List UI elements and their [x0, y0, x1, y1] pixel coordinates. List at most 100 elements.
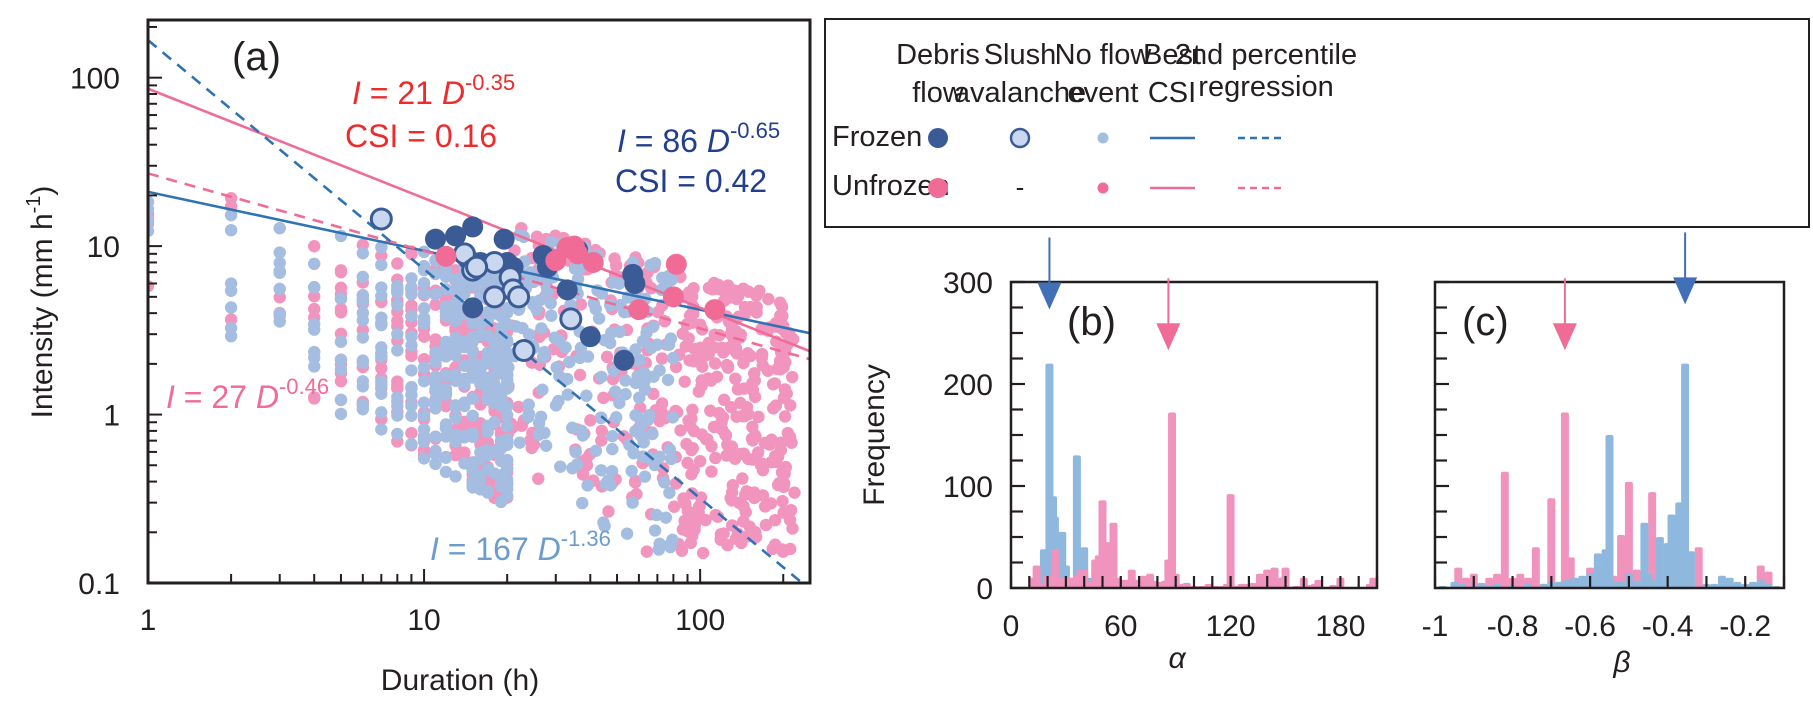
point-frozen-no-flow — [536, 350, 550, 364]
point-unfrozen-no-flow — [391, 375, 404, 388]
point-frozen-no-flow — [405, 437, 418, 451]
point-unfrozen-no-flow — [439, 399, 453, 413]
point-frozen-no-flow — [417, 429, 431, 443]
point-unfrozen-no-flow — [762, 292, 775, 306]
legend-unfrozen-noflow-symbol — [1097, 182, 1109, 194]
point-frozen-no-flow — [334, 393, 348, 406]
point-frozen-no-flow — [488, 467, 501, 480]
point-frozen-no-flow — [606, 429, 619, 443]
point-frozen-no-flow — [648, 524, 662, 537]
point-frozen-no-flow — [391, 427, 404, 441]
point-frozen-slush-avalanche — [483, 285, 507, 309]
y-tick-label: 1 — [103, 400, 120, 433]
point-frozen-no-flow — [589, 302, 602, 316]
point-frozen-no-flow — [569, 445, 582, 459]
point-frozen-no-flow — [650, 508, 663, 522]
point-frozen-no-flow — [502, 361, 515, 374]
point-frozen-no-flow — [552, 334, 566, 347]
bar-unfrozen — [1168, 412, 1177, 588]
point-unfrozen-no-flow — [729, 372, 742, 385]
point-frozen-no-flow — [566, 462, 579, 475]
point-unfrozen-no-flow — [696, 546, 710, 560]
point-frozen-no-flow — [613, 325, 626, 339]
y-tick-label: 0.1 — [78, 568, 120, 601]
point-frozen-no-flow — [439, 465, 453, 479]
legend-col-bestcsi-line1: Best — [1143, 39, 1201, 71]
point-frozen-no-flow — [651, 338, 664, 351]
point-frozen-no-flow — [532, 416, 546, 430]
annotation-csi-red: CSI = 0.16 — [345, 118, 497, 154]
y-tick-label: 10 — [87, 231, 120, 264]
point-frozen-no-flow — [666, 533, 679, 547]
legend-col-noflow-line2: event — [1068, 77, 1139, 109]
point-frozen-no-flow — [375, 387, 388, 400]
point-frozen-no-flow — [474, 317, 487, 330]
y-tick-label: 300 — [943, 267, 993, 300]
point-unfrozen-debris-flow — [628, 299, 650, 321]
point-frozen-no-flow — [417, 452, 431, 465]
point-unfrozen-no-flow — [740, 485, 753, 498]
point-frozen-no-flow — [653, 450, 666, 463]
point-frozen-no-flow — [500, 419, 514, 433]
point-unfrozen-no-flow — [751, 446, 765, 459]
legend-col-regression-line1: 2nd percentile — [1175, 39, 1357, 71]
point-unfrozen-debris-flow — [435, 245, 457, 267]
point-frozen-no-flow — [481, 425, 494, 439]
plot-frame-a — [146, 18, 812, 585]
panel-b: 0 100 200 300 0 60 120 180 (b) α Frequency — [858, 237, 1379, 675]
x-tick-label: -0.6 — [1564, 610, 1616, 643]
legend-row-frozen: Frozen — [832, 121, 922, 153]
legend-unfrozen-slush-placeholder: - — [1016, 172, 1025, 202]
point-unfrozen-no-flow — [737, 356, 750, 370]
point-frozen-no-flow — [564, 298, 577, 311]
legend-col-debris-line1: Debris — [896, 39, 980, 71]
point-frozen-no-flow — [545, 309, 558, 322]
arrows-b — [1037, 237, 1181, 351]
point-frozen-no-flow — [637, 366, 651, 379]
point-frozen-no-flow — [273, 282, 286, 296]
point-frozen-no-flow — [576, 496, 589, 510]
point-unfrozen-no-flow — [708, 357, 722, 370]
point-frozen-no-flow — [494, 454, 508, 468]
point-frozen-no-flow — [535, 322, 548, 335]
point-unfrozen-no-flow — [702, 348, 715, 361]
point-frozen-no-flow — [666, 351, 680, 365]
point-frozen-no-flow — [619, 388, 632, 401]
point-frozen-no-flow — [509, 320, 523, 333]
point-unfrozen-debris-flow — [704, 299, 726, 321]
bar-frozen — [1617, 581, 1626, 588]
point-frozen-no-flow — [561, 388, 575, 401]
legend-col-debris-line2: flow — [912, 77, 965, 109]
arrow-head — [1156, 323, 1181, 351]
point-frozen-no-flow — [474, 328, 487, 342]
point-frozen-no-flow — [439, 335, 453, 349]
point-unfrozen-no-flow — [715, 415, 728, 429]
legend-frozen-noflow-symbol — [1097, 132, 1109, 144]
point-frozen-no-flow — [474, 278, 487, 291]
legend-col-slush-line2: avalanche — [954, 77, 1086, 109]
y-tick-label: 200 — [943, 369, 993, 402]
point-frozen-no-flow — [594, 464, 608, 477]
point-frozen-no-flow — [429, 383, 442, 396]
point-unfrozen-no-flow — [717, 346, 730, 359]
point-unfrozen-no-flow — [721, 361, 735, 374]
point-frozen-no-flow — [429, 447, 442, 461]
point-frozen-no-flow — [629, 409, 642, 422]
y-tick-label: 0 — [976, 573, 993, 606]
point-frozen-no-flow — [541, 285, 554, 298]
bar-frozen — [1717, 575, 1726, 588]
point-frozen-no-flow — [429, 457, 442, 471]
point-frozen-no-flow — [536, 383, 549, 396]
point-frozen-debris-flow — [556, 279, 578, 301]
point-unfrozen-no-flow — [784, 399, 797, 412]
legend-frozen-debris-symbol — [928, 128, 948, 148]
point-frozen-no-flow — [663, 486, 676, 499]
point-frozen-no-flow — [563, 355, 576, 369]
point-frozen-no-flow — [308, 351, 321, 365]
point-unfrozen-no-flow — [512, 400, 525, 414]
point-unfrozen-no-flow — [595, 434, 608, 447]
legend-unfrozen-debris-symbol — [928, 178, 948, 198]
point-unfrozen-no-flow — [752, 410, 765, 424]
bar-unfrozen — [1648, 492, 1657, 588]
bar-unfrozen — [1694, 547, 1703, 588]
